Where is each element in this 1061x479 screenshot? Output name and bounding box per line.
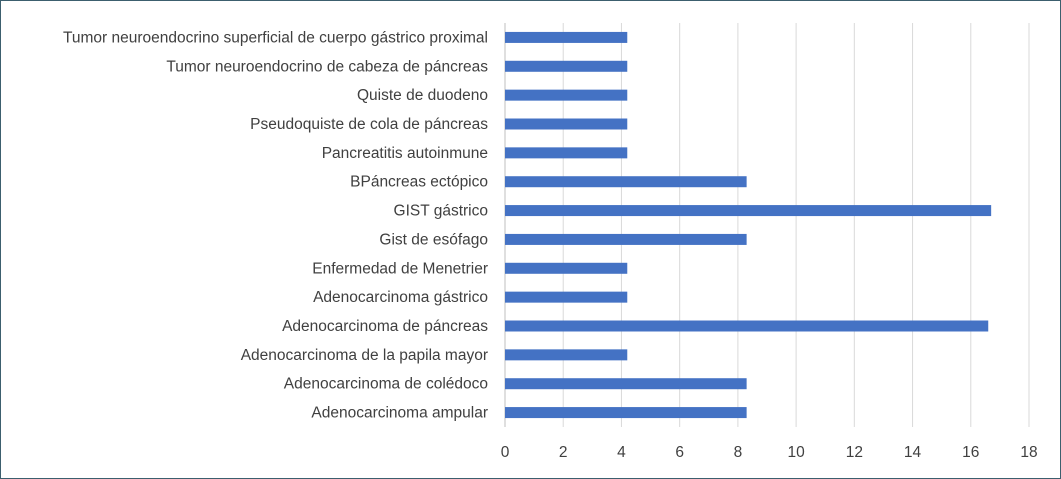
- category-label: Pancreatitis autoinmune: [322, 145, 488, 162]
- x-axis-tick-labels: 0 2 4 6 8 10 12 14 16 18: [501, 444, 1038, 461]
- bar: [505, 262, 628, 274]
- x-tick-label: 8: [734, 444, 743, 461]
- category-label: BPáncreas ectópico: [350, 174, 488, 191]
- category-label: Gist de esófago: [379, 231, 488, 248]
- x-tick-label: 18: [1020, 444, 1037, 461]
- bar: [505, 205, 992, 217]
- x-tick-label: 12: [846, 444, 863, 461]
- bar: [505, 349, 628, 361]
- bar: [505, 378, 747, 390]
- x-tick-label: 0: [501, 444, 510, 461]
- category-label: Adenocarcinoma ampular: [311, 405, 488, 422]
- category-label: Tumor neuroendocrino de cabeza de páncre…: [166, 58, 488, 75]
- bar: [505, 147, 628, 159]
- category-label: Pseudoquiste de cola de páncreas: [250, 116, 488, 133]
- x-tick-label: 2: [559, 444, 568, 461]
- category-label: Adenocarcinoma gástrico: [313, 289, 488, 306]
- category-label: Adenocarcinoma de colédoco: [284, 376, 488, 393]
- bars: [505, 31, 992, 419]
- x-tick-label: 6: [675, 444, 684, 461]
- bar: [505, 176, 747, 188]
- category-label: GIST gástrico: [394, 203, 488, 220]
- bar: [505, 89, 628, 101]
- bar: [505, 291, 628, 303]
- bar: [505, 60, 628, 72]
- x-tick-label: 14: [904, 444, 922, 461]
- bar: [505, 320, 989, 332]
- x-tick-label: 16: [962, 444, 979, 461]
- bar: [505, 407, 747, 419]
- category-label: Adenocarcinoma de páncreas: [282, 318, 488, 335]
- category-label: Quiste de duodeno: [357, 87, 488, 104]
- category-labels: Tumor neuroendocrino superficial de cuer…: [63, 29, 488, 421]
- bar: [505, 31, 628, 43]
- x-tick-label: 10: [787, 444, 805, 461]
- gridlines: [504, 23, 1030, 427]
- bar: [505, 118, 628, 130]
- bar: [505, 233, 747, 245]
- category-label: Tumor neuroendocrino superficial de cuer…: [63, 29, 488, 46]
- category-label: Enfermedad de Menetrier: [312, 260, 488, 277]
- x-tick-label: 4: [617, 444, 626, 461]
- category-label: Adenocarcinoma de la papila mayor: [241, 347, 488, 364]
